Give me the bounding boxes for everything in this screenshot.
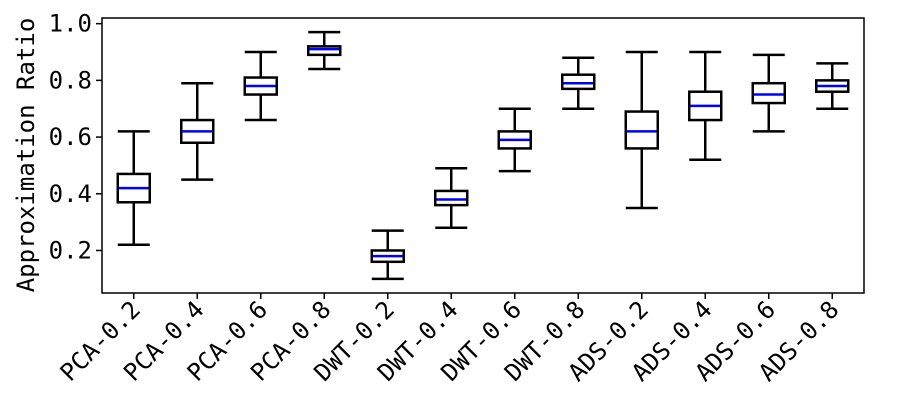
box-ads-0_2 [624,50,659,210]
box-ads-0_6 [751,53,786,133]
box-ads-0_4 [688,50,723,162]
y-axis-label: Approximation Ratio [12,18,40,293]
plot-area-frame [101,17,865,294]
box-dwt-0_2 [370,229,405,281]
box-dwt-0_8 [561,56,596,110]
y-tick-label: 0.4 [49,180,92,208]
box-iqr [624,110,659,150]
y-axis: 0.2 0.4 0.6 0.8 1.0 [49,10,102,264]
box-dwt-0_4 [434,167,469,230]
box-iqr [434,189,469,207]
y-tick-label: 0.8 [49,66,92,94]
box-iqr [751,81,786,105]
box-ads-0_8 [815,62,850,110]
box-pca-0_4 [180,81,215,181]
box-dwt-0_6 [497,107,532,173]
box-pca-0_2 [116,130,151,247]
x-axis: PCA-0.2PCA-0.4PCA-0.6PCA-0.8DWT-0.2DWT-0… [55,293,844,387]
box-pca-0_6 [243,50,278,122]
box-pca-0_8 [307,30,342,71]
boxes-group [116,30,850,281]
box-iqr [561,73,596,91]
y-tick-label: 0.6 [49,123,92,151]
y-tick-label: 0.2 [49,236,92,264]
box-iqr [307,45,342,57]
y-tick-label: 1.0 [49,10,92,38]
